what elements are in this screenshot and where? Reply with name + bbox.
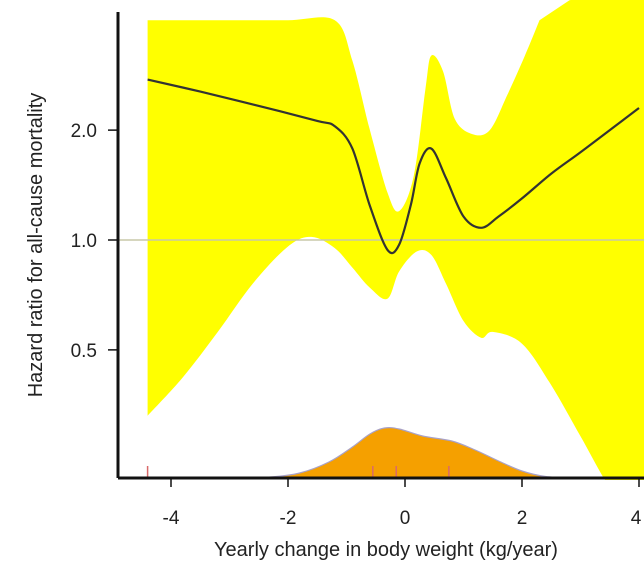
y-tick-label: 1.0 [71,231,97,252]
y-ticks: 0.5 1.0 2.0 [71,121,118,362]
density-area [235,427,575,479]
x-tick-label: 0 [400,508,411,529]
x-tick-label: -4 [163,508,180,529]
estimate-line [147,78,640,255]
y-tick-label: 2.0 [71,121,97,142]
x-axis-title: Yearly change in body weight (kg/year) [214,539,558,561]
x-tick-label: 4 [631,508,642,529]
y-axis-title: Hazard ratio for all-cause mortality [25,93,47,398]
x-ticks: -4 -2 0 2 4 [163,478,642,529]
rug-marks [146,466,450,478]
x-tick-label: -2 [280,508,297,529]
y-tick-label: 0.5 [71,341,97,362]
x-tick-label: 2 [517,508,528,529]
